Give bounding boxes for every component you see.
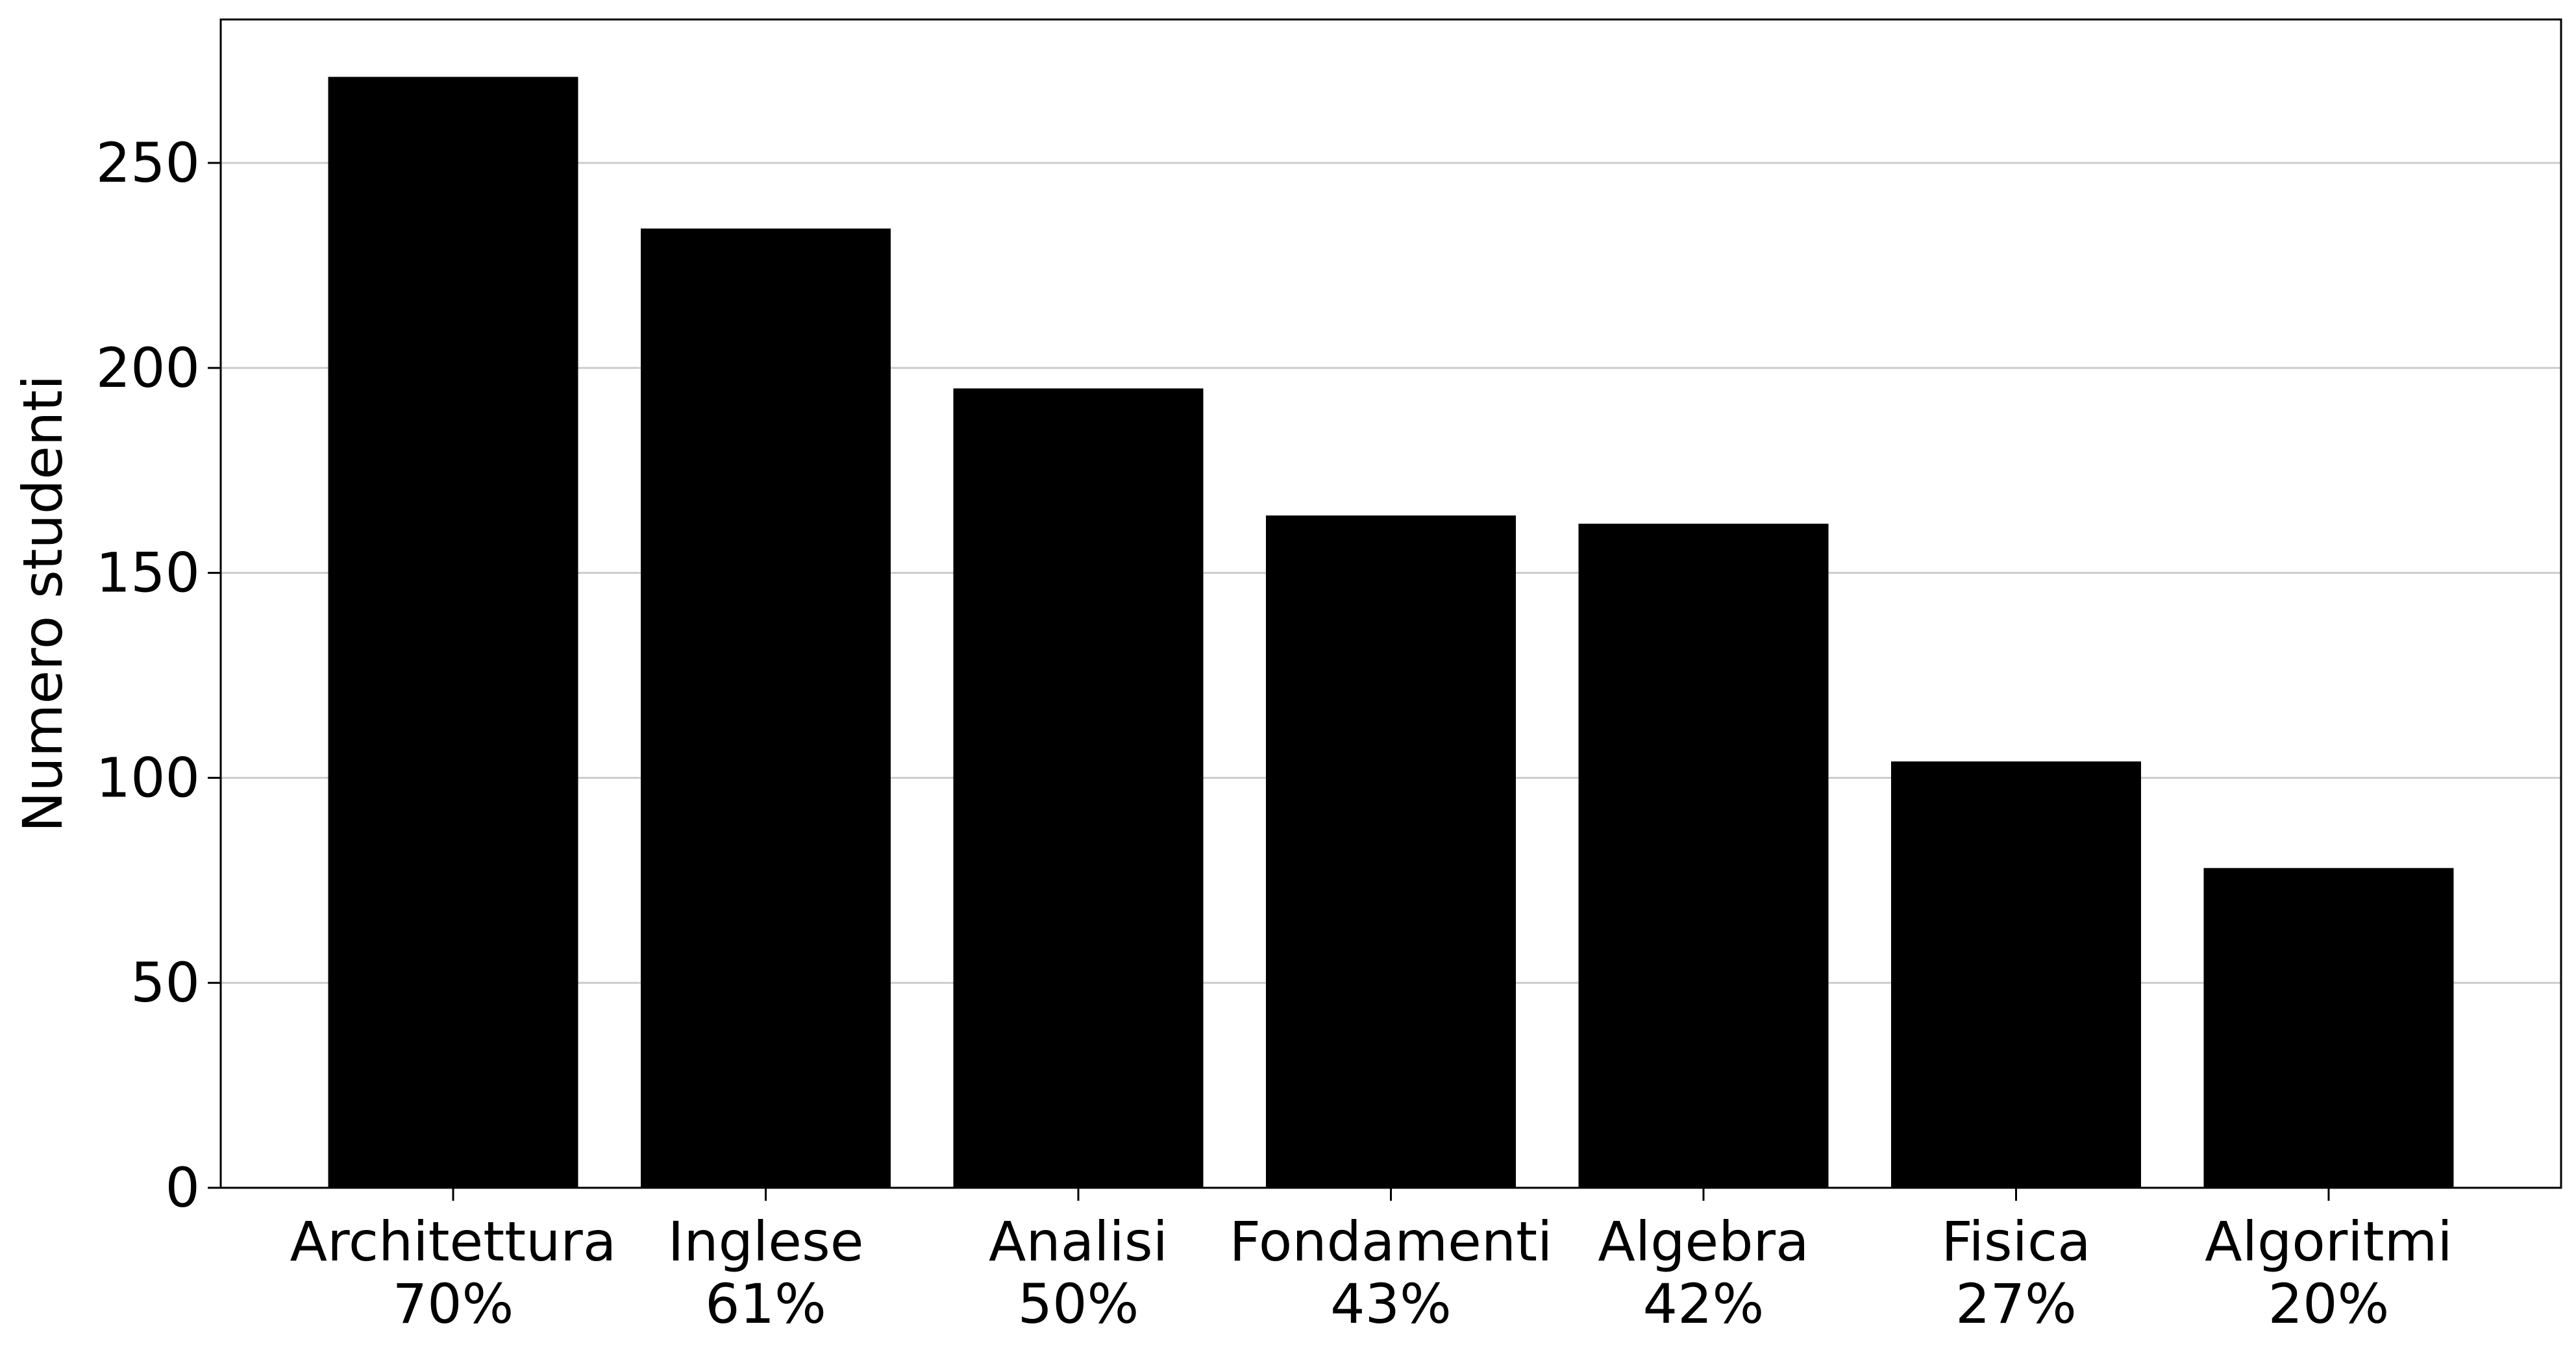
x-tick-percent-analisi: 50%	[1018, 1272, 1139, 1336]
y-axis-label: Numero studenti	[11, 375, 75, 833]
bar-layer	[328, 77, 2454, 1188]
y-tick-label: 150	[96, 541, 200, 605]
bar-architettura	[328, 77, 578, 1188]
x-tick-label-algoritmi: Algoritmi	[2205, 1210, 2453, 1273]
bar-inglese	[641, 228, 891, 1188]
bar-analisi	[953, 388, 1204, 1188]
y-tick-label: 100	[96, 746, 200, 809]
y-axis-ticks: 0 50 100 150 200 250	[96, 131, 221, 1220]
x-tick-label-fisica: Fisica	[1941, 1210, 2090, 1273]
y-tick-label: 250	[96, 131, 200, 195]
y-tick-label: 50	[130, 951, 200, 1014]
bar-fisica	[1891, 761, 2141, 1188]
x-tick-label-architettura: Architettura	[290, 1210, 617, 1273]
y-tick-label: 200	[96, 336, 200, 400]
x-tick-label-analisi: Analisi	[989, 1210, 1168, 1273]
bar-fondamenti	[1266, 515, 1516, 1188]
x-tick-percent-fisica: 27%	[1955, 1272, 2077, 1336]
x-tick-percent-architettura: 70%	[393, 1272, 514, 1336]
bar-algoritmi	[2203, 868, 2454, 1188]
y-tick-label: 0	[166, 1156, 200, 1220]
x-tick-label-algebra: Algebra	[1598, 1210, 1809, 1273]
x-tick-percent-algoritmi: 20%	[2268, 1272, 2390, 1336]
x-tick-label-inglese: Inglese	[668, 1210, 864, 1273]
x-tick-percent-inglese: 61%	[705, 1272, 826, 1336]
x-tick-label-fondamenti: Fondamenti	[1230, 1210, 1553, 1273]
x-tick-percent-algebra: 42%	[1643, 1272, 1765, 1336]
bar-algebra	[1578, 523, 1829, 1188]
x-tick-percent-fondamenti: 43%	[1330, 1272, 1452, 1336]
